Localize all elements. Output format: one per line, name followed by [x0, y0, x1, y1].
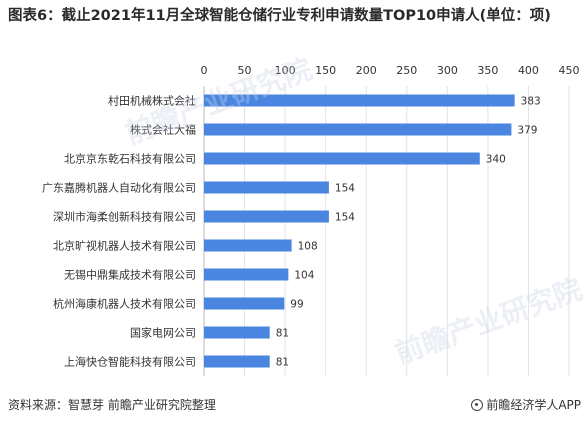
data-label: 81	[276, 328, 289, 340]
data-label: 104	[294, 270, 314, 282]
category-label: 无锡中鼎集成技术有限公司	[64, 268, 196, 282]
x-tick-label: 450	[559, 64, 580, 77]
data-label: 340	[486, 154, 506, 166]
bar	[204, 239, 292, 252]
category-label: 村田机械株式会社	[108, 94, 196, 108]
category-label: 北京旷视机器人技术有限公司	[53, 239, 196, 253]
category-label: 株式会社大福	[130, 123, 196, 137]
data-label: 99	[290, 299, 303, 311]
x-tick-label: 200	[356, 64, 377, 77]
x-tick-label: 300	[437, 64, 458, 77]
bar	[204, 94, 515, 107]
category-label: 深圳市海柔创新科技有限公司	[53, 210, 196, 224]
source-note: 资料来源：智慧芽 前瞻产业研究院整理	[8, 398, 216, 412]
bar	[204, 152, 480, 165]
bar	[204, 123, 512, 136]
category-label: 杭州海康机器人技术有限公司	[53, 297, 196, 311]
category-label: 国家电网公司	[130, 326, 196, 340]
data-label: 154	[335, 212, 355, 224]
brand-credit: 前瞻经济学人APP	[471, 396, 581, 413]
data-label: 154	[335, 183, 355, 195]
chart-title: 图表6：截止2021年11月全球智能仓储行业专利申请数量TOP10申请人(单位：…	[8, 8, 551, 24]
brand-label: 前瞻经济学人APP	[486, 398, 581, 412]
data-label: 383	[521, 96, 541, 108]
category-label: 北京京东乾石科技有限公司	[64, 152, 196, 166]
x-tick-label: 0	[201, 64, 208, 77]
x-tick-label: 50	[238, 64, 252, 77]
data-label: 108	[298, 241, 318, 253]
brand-logo-icon	[471, 398, 484, 411]
category-label: 上海快仓智能科技有限公司	[64, 355, 196, 369]
x-tick-label: 350	[477, 64, 498, 77]
bar	[204, 181, 329, 194]
data-label: 81	[276, 357, 289, 369]
bar	[204, 297, 285, 310]
bar	[204, 210, 329, 223]
x-tick-label: 150	[315, 64, 336, 77]
x-tick-label: 250	[396, 64, 417, 77]
x-tick-label: 100	[275, 64, 296, 77]
bar	[204, 355, 270, 368]
data-label: 379	[517, 125, 537, 137]
bar	[204, 268, 289, 281]
category-label: 广东嘉腾机器人自动化有限公司	[42, 181, 196, 195]
x-tick-label: 400	[518, 64, 539, 77]
bar	[204, 326, 270, 339]
